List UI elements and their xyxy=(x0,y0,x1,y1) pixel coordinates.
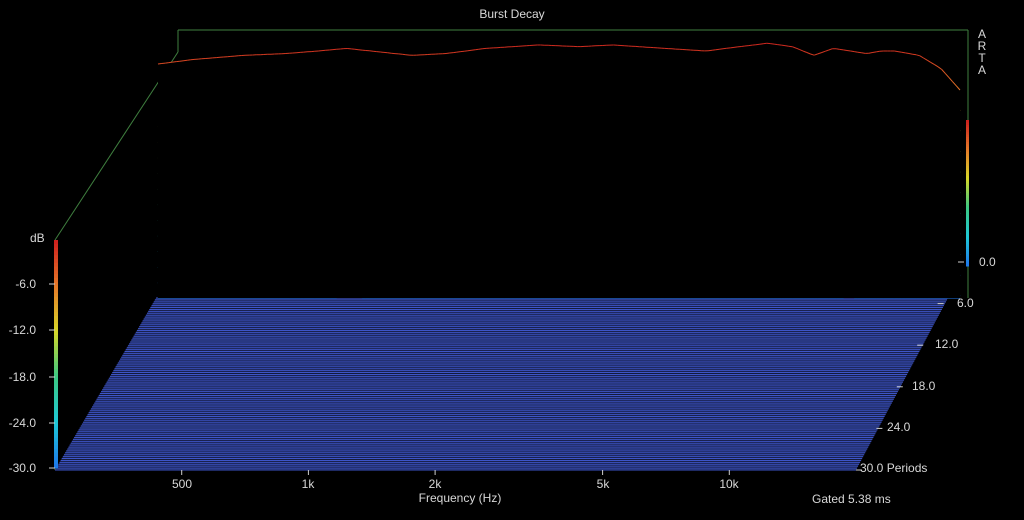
decay-slices xyxy=(157,42,961,299)
floor-slices xyxy=(55,297,948,471)
frame-line xyxy=(54,51,179,241)
